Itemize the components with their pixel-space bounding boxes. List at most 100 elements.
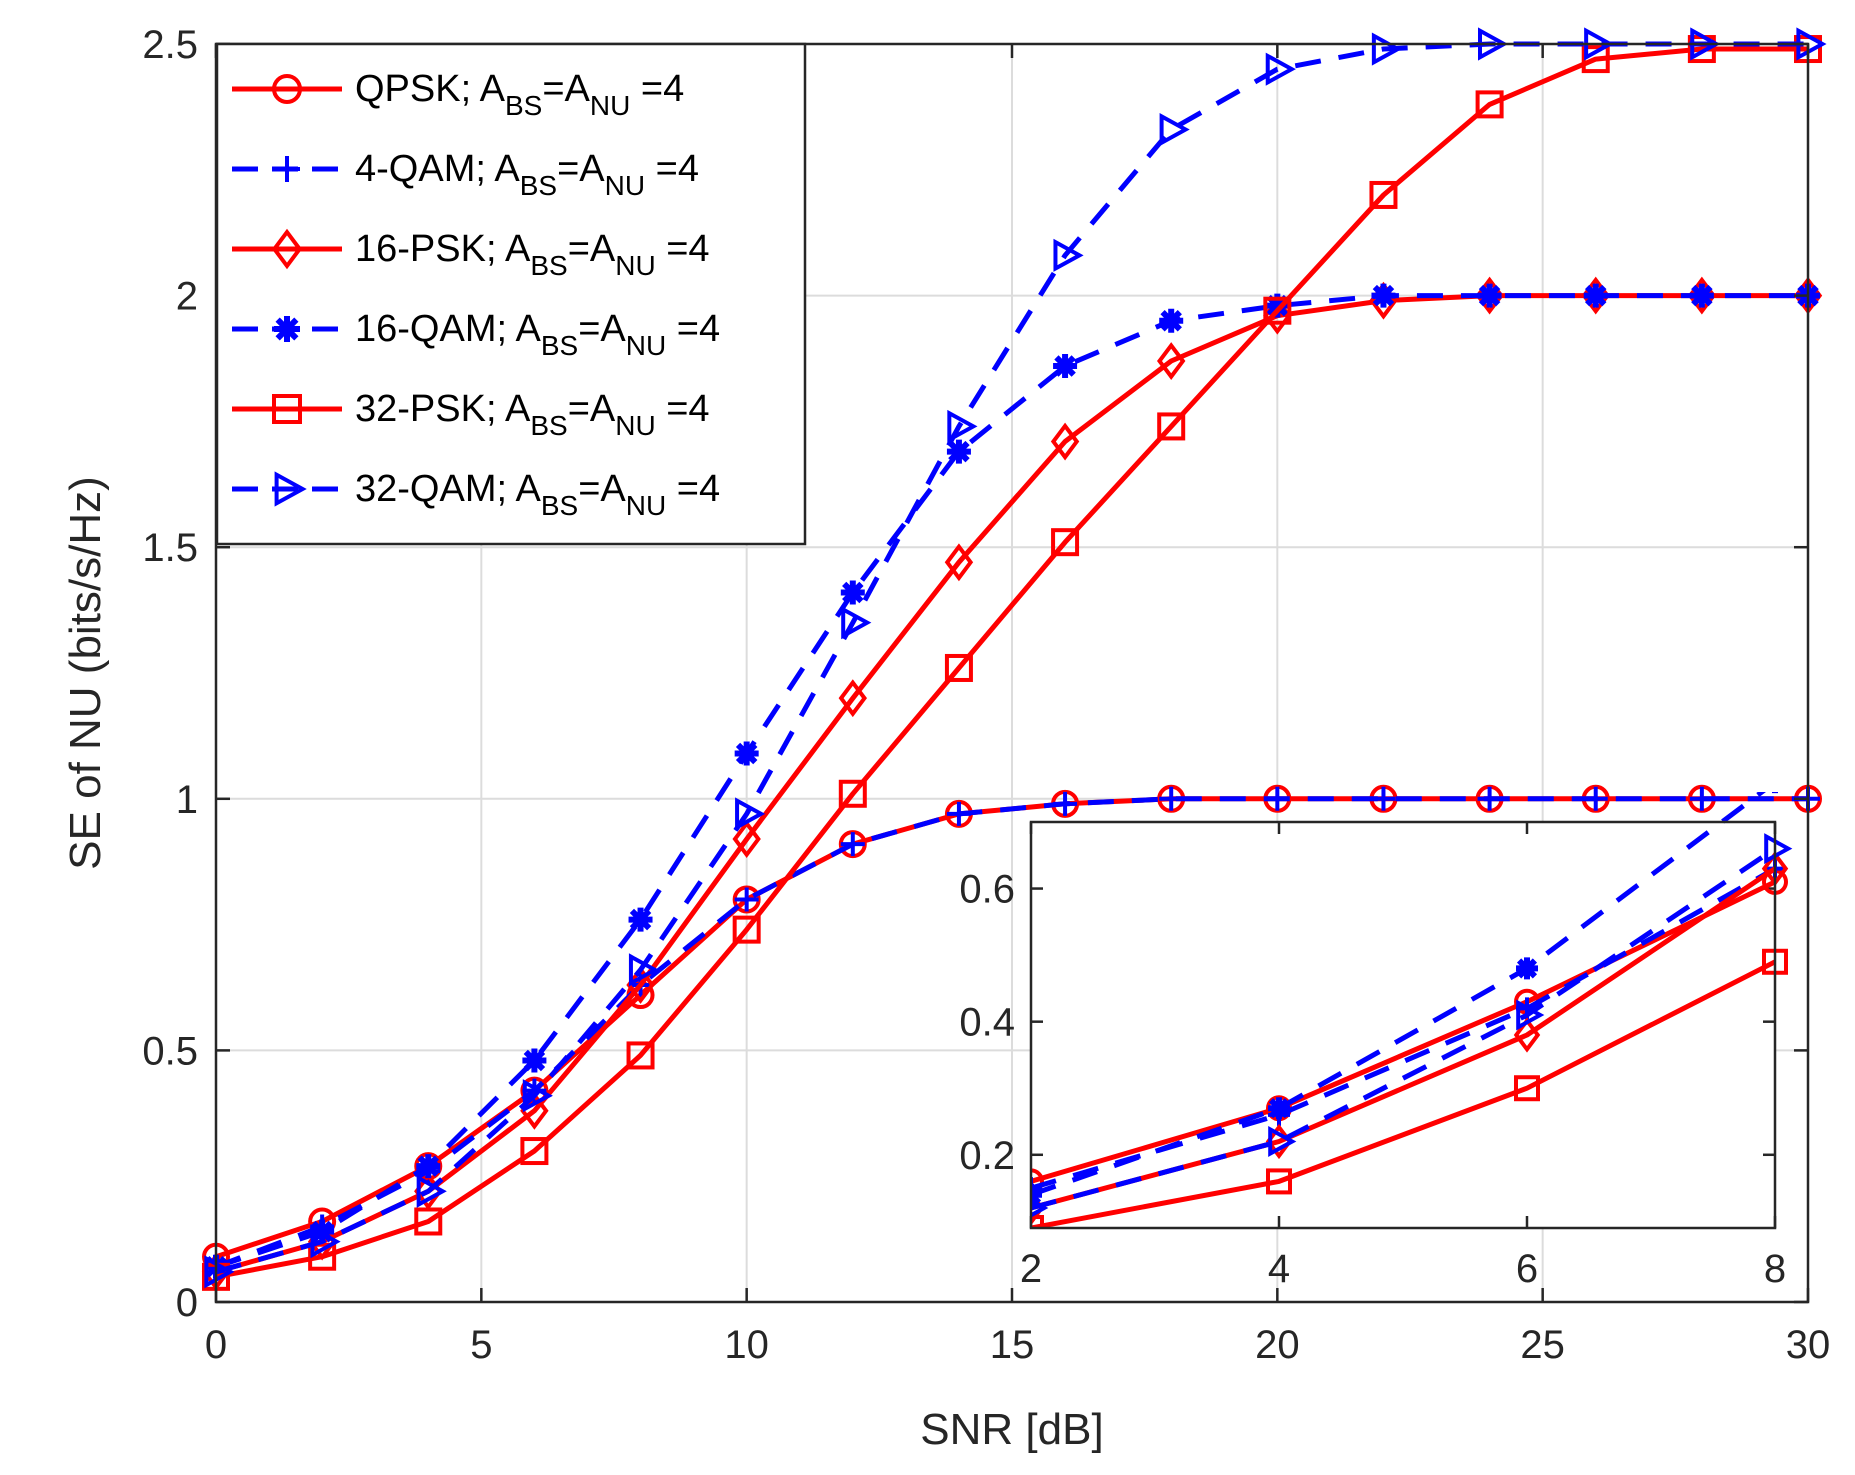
inset-series-2-line (1031, 866, 1777, 1211)
legend-label-0-e: =4 (630, 68, 684, 110)
main-series-4-point-10 (1263, 296, 1292, 325)
main-series-3-point-3 (522, 1048, 547, 1073)
x-axis-label: SNR [dB] (920, 1405, 1103, 1454)
inset-y-tick-label-1: 0.4 (959, 1001, 1015, 1045)
legend-label-0-c: =A (542, 68, 590, 110)
inset-y-tick-label-0: 0.2 (959, 1134, 1015, 1178)
main-series-5-point-5 (735, 797, 766, 831)
x-tick-label-6: 30 (1786, 1323, 1831, 1367)
legend-label-2-d: NU (615, 250, 655, 281)
legend-item-4: 32-PSK; ABS=ANU =4 (232, 388, 710, 441)
main-series-3-point-14 (1689, 283, 1714, 308)
legend-item-3: 16-QAM; ABS=ANU =4 (232, 308, 720, 361)
legend-item-5: 32-QAM; ABS=ANU =4 (232, 468, 720, 521)
inset-x-tick-label-2: 6 (1516, 1247, 1538, 1291)
legend-label-3-c: =A (578, 308, 626, 350)
x-tick-label-4: 20 (1255, 1323, 1300, 1367)
main-series-2-point-7 (944, 543, 974, 582)
legend-label-4-b: BS (530, 410, 567, 441)
x-tick-label-0: 0 (205, 1323, 227, 1367)
legend-marker-5 (274, 471, 307, 507)
main-series-3-point-7 (946, 439, 971, 464)
y-tick-label-3: 1.5 (142, 526, 198, 570)
legend-label-3-e: =4 (666, 308, 720, 350)
main-series-1-point-9 (1159, 786, 1184, 811)
main-series-2-point-9 (1157, 342, 1186, 380)
main-series-1-point-12 (1477, 786, 1502, 811)
main-series-3-point-5 (734, 741, 759, 766)
inset-series-4-point-1 (1266, 1168, 1292, 1195)
main-series-1-point-5 (734, 887, 759, 912)
x-tick-label-2: 10 (724, 1323, 769, 1367)
inset-y-tick-label-2: 0.6 (959, 868, 1015, 912)
main-series (201, 27, 1827, 1291)
legend-label-5-b: BS (541, 490, 578, 521)
main-series-1-point-10 (1265, 786, 1290, 811)
legend-label-2: 16-PSK; ABS=ANU =4 (355, 228, 710, 281)
legend-label-1-a: 4-QAM; A (355, 148, 520, 190)
legend-label-2-e: =4 (656, 228, 710, 270)
y-axis-label: SE of NU (bits/s/Hz) (61, 476, 110, 870)
main-series-5-point-6 (841, 606, 872, 640)
main-series-5-point-1 (310, 1225, 341, 1259)
legend-box (215, 42, 807, 546)
main-series-4-point-12 (1475, 90, 1504, 119)
inset-x-tick-label-3: 8 (1764, 1247, 1786, 1291)
main-series-5-point-7 (947, 409, 978, 444)
legend-marker-0 (272, 74, 302, 104)
legend-label-5-a: 32-QAM; A (355, 468, 541, 510)
main-series-1-point-7 (946, 801, 971, 826)
inset-series-3-point-1 (1268, 1097, 1290, 1120)
main-series-4-point-1 (308, 1242, 337, 1271)
legend-label-1-e: =4 (645, 148, 699, 190)
inset-series-5-point-1 (1268, 1125, 1297, 1157)
main-series-5-point-11 (1371, 32, 1403, 66)
legend-item-0: QPSK; ABS=ANU =4 (232, 68, 684, 121)
legend-label-5-d: NU (626, 490, 666, 521)
main-series-2-line (215, 293, 1808, 1275)
main-series-5-point-9 (1159, 112, 1190, 147)
inset-series-1-line (1031, 866, 1777, 1191)
main-series-3-point-11 (1371, 283, 1396, 308)
main-series-3-point-9 (1159, 308, 1184, 333)
main-series-4-point-3 (520, 1137, 549, 1166)
inset-series-5-line (1031, 846, 1777, 1211)
x-tick-label-3: 15 (990, 1323, 1035, 1367)
inset-x-tick-label-1: 4 (1268, 1247, 1290, 1291)
main-series-3-point-8 (1053, 354, 1078, 379)
main-series-2-point-8 (1050, 422, 1080, 461)
x-tick-label-5: 25 (1520, 1323, 1565, 1367)
inset-series-4-line (1031, 959, 1777, 1228)
inset-series-3-point-3 (1769, 792, 1781, 794)
inset-series-0-line (1031, 879, 1777, 1184)
main-series-3-point-4 (628, 907, 653, 932)
inset-series-0-point-0 (1031, 1168, 1044, 1195)
main-series-4-point-6 (838, 779, 867, 808)
main-series-4-point-8 (1051, 528, 1080, 557)
y-tick-label-0: 0 (176, 1281, 198, 1325)
legend-label-0-b: BS (505, 90, 542, 121)
legend-label-1-d: NU (605, 170, 645, 201)
x-tick-label-1: 5 (470, 1323, 492, 1367)
legend-marker-4 (272, 394, 302, 424)
main-series-4-point-5 (732, 915, 761, 944)
y-tick-label-1: 0.5 (142, 1029, 198, 1073)
main-series-1-point-13 (1583, 786, 1608, 811)
main-series-3-point-2 (416, 1154, 441, 1179)
legend-label-1-b: BS (520, 170, 557, 201)
main-series-1-point-6 (840, 832, 865, 857)
legend-marker-3 (274, 316, 300, 342)
main-series-3-line (215, 293, 1808, 1270)
inset-background (1031, 822, 1775, 1228)
legend-label-0-a: QPSK; A (355, 68, 506, 110)
main-series-3-point-6 (840, 580, 865, 605)
inset-series-4-point-2 (1514, 1075, 1540, 1102)
main-series-3-point-13 (1583, 283, 1608, 308)
y-tick-label-2: 1 (176, 778, 198, 822)
main-series-2-point-5 (732, 820, 761, 858)
main-series-5-point-0 (204, 1255, 235, 1289)
legend-marker-2 (271, 228, 303, 270)
inset-x-tick-label-0: 2 (1020, 1247, 1042, 1291)
main-series-5-point-10 (1265, 52, 1296, 86)
